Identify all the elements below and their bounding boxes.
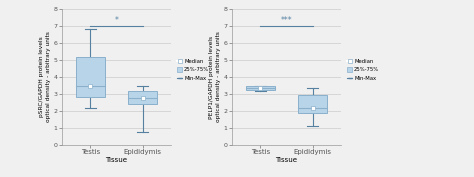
Y-axis label: PELP1/GAPDH protein levels
optical density - arbitrary units: PELP1/GAPDH protein levels optical densi… bbox=[209, 32, 221, 122]
Text: ***: *** bbox=[281, 16, 292, 25]
X-axis label: Tissue: Tissue bbox=[105, 157, 128, 163]
Bar bbox=[76, 56, 105, 97]
Bar bbox=[246, 86, 275, 90]
Bar bbox=[298, 95, 327, 113]
Y-axis label: pSRC/GAPDH protein levels
optical density - arbitrary units: pSRC/GAPDH protein levels optical densit… bbox=[39, 32, 51, 122]
Text: *: * bbox=[115, 16, 118, 25]
Legend: Median, 25%-75%, Min-Max: Median, 25%-75%, Min-Max bbox=[177, 59, 209, 81]
X-axis label: Tissue: Tissue bbox=[275, 157, 298, 163]
Bar bbox=[128, 91, 157, 104]
Legend: Median, 25%-75%, Min-Max: Median, 25%-75%, Min-Max bbox=[347, 59, 379, 81]
